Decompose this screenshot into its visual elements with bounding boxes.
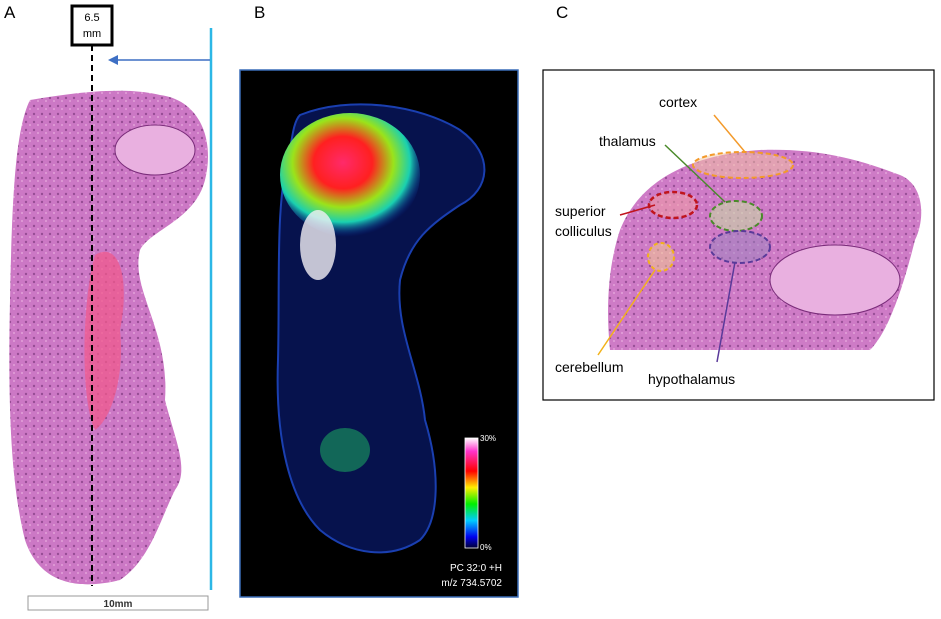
leader-line [597,269,656,356]
leader-line [619,204,656,216]
marker-text: 6.5 [84,12,99,24]
region-label: thalamus [599,133,656,149]
region-thalamus [709,200,763,232]
region-colliculus [647,190,699,220]
ms-hotspot [300,210,336,280]
tissue-region [769,244,901,316]
ms-hotspot [280,113,420,237]
marker-box [70,4,114,47]
leader-line [716,261,736,363]
panel-label: B [254,3,265,22]
ms-annotation: PC 32:0 +H [450,563,502,574]
arrow-head [108,55,118,65]
region-label: cortex [659,94,697,110]
leader-line [713,114,746,153]
leader-line [664,144,726,203]
panel-label: C [556,3,568,22]
ms-annotation: m/z 734.5702 [441,578,502,589]
colorbar-label: 0% [480,543,492,552]
tissue-region [114,124,196,176]
colorbar [464,437,479,549]
tissue-organ [84,251,124,430]
region-label: hypothalamus [648,371,735,387]
colorbar-label: 30% [480,434,496,443]
region-label: superior [555,203,606,219]
region-hypothalamus [709,230,771,264]
region-cerebellum [647,242,675,272]
scale-bar-label: 10mm [104,599,133,610]
ms-hotspot [320,428,370,472]
scale-bar [27,595,209,611]
region-label: cerebellum [555,359,623,375]
region-cortex [692,151,794,179]
region-label: colliculus [555,223,612,239]
panel-label: A [4,3,16,22]
marker-text: mm [83,28,101,40]
